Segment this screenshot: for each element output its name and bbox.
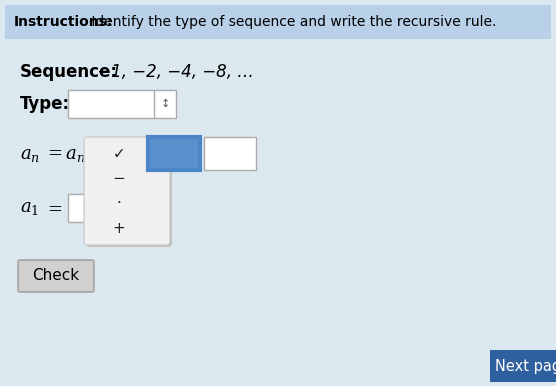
Text: Instructions:: Instructions:: [14, 15, 113, 29]
FancyBboxPatch shape: [68, 90, 176, 118]
FancyBboxPatch shape: [148, 137, 200, 170]
Text: $= a_{n-1}$: $= a_{n-1}$: [44, 146, 108, 164]
Text: Type:: Type:: [20, 95, 70, 113]
Text: ↕: ↕: [160, 99, 170, 109]
Text: Next pag: Next pag: [495, 359, 556, 374]
Text: ·: ·: [117, 196, 121, 211]
FancyBboxPatch shape: [68, 194, 126, 222]
Text: Check: Check: [32, 269, 80, 283]
Text: $a_n$: $a_n$: [20, 146, 40, 164]
Text: +: +: [113, 221, 125, 236]
FancyBboxPatch shape: [204, 137, 256, 170]
Text: Sequence:: Sequence:: [20, 63, 118, 81]
Text: Identify the type of sequence and write the recursive rule.: Identify the type of sequence and write …: [87, 15, 497, 29]
FancyBboxPatch shape: [490, 350, 556, 382]
FancyBboxPatch shape: [84, 137, 170, 245]
Text: −1, −2, −4, −8, …: −1, −2, −4, −8, …: [92, 63, 254, 81]
FancyBboxPatch shape: [86, 139, 172, 247]
Text: ✓: ✓: [113, 146, 125, 161]
Text: $a_1$: $a_1$: [20, 199, 39, 217]
FancyBboxPatch shape: [5, 5, 551, 39]
Text: −: −: [113, 171, 125, 186]
FancyBboxPatch shape: [18, 260, 94, 292]
Text: $=$: $=$: [44, 199, 62, 217]
